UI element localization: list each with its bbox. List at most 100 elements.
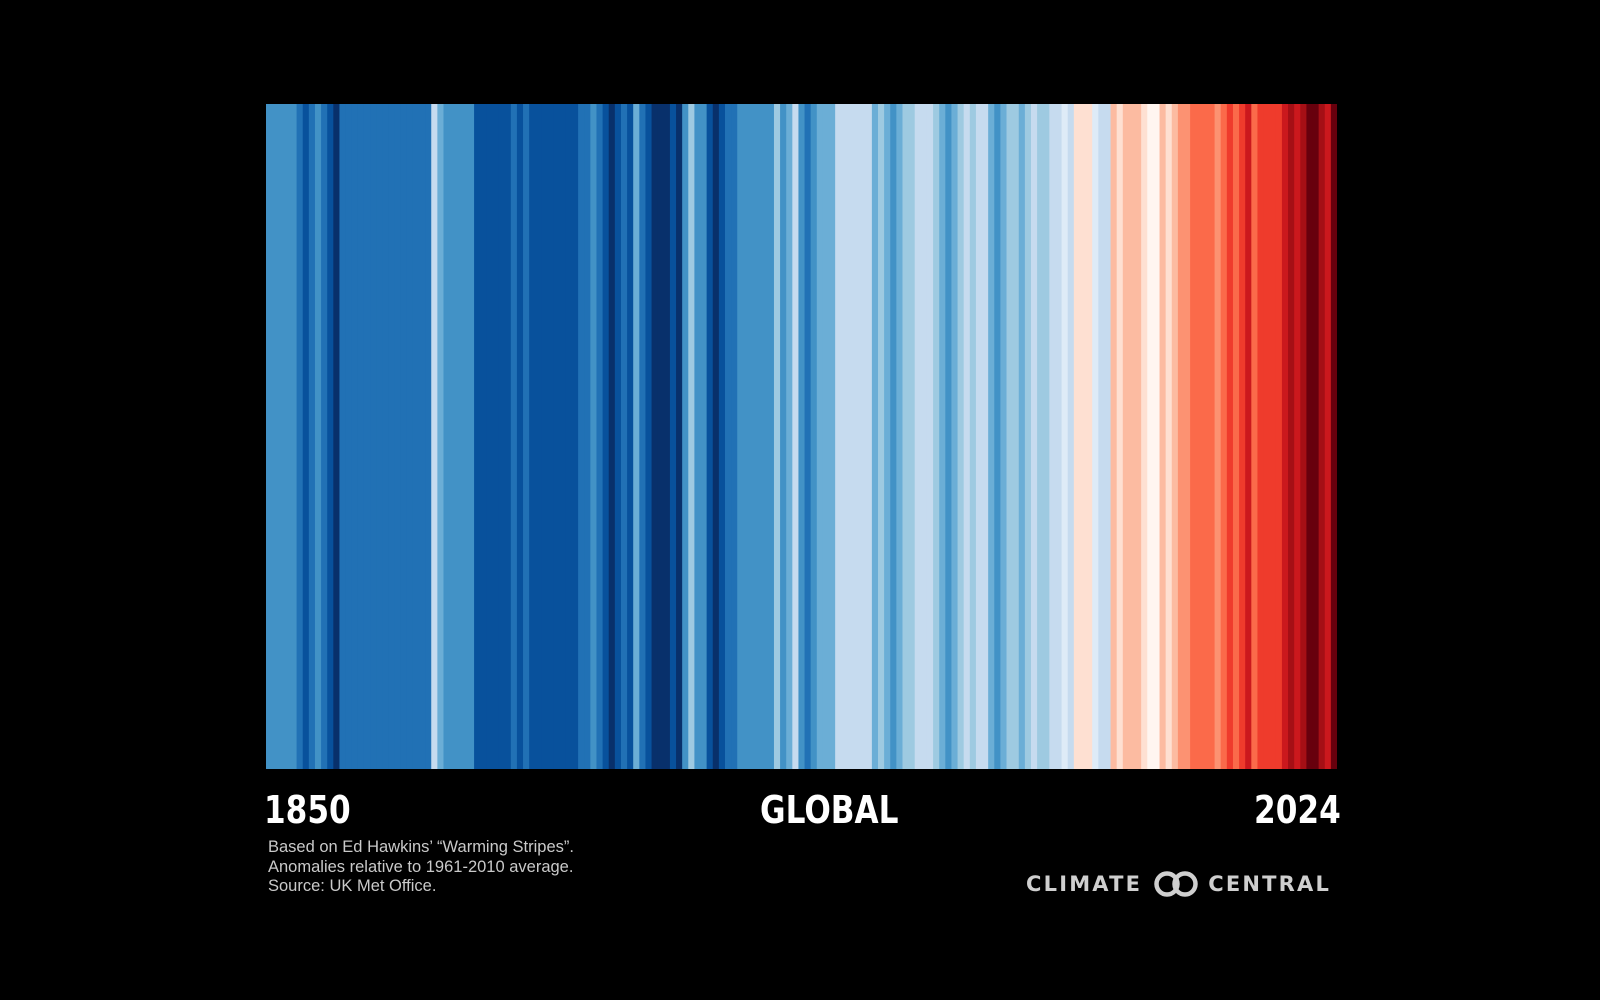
stripe-1960 bbox=[939, 104, 946, 769]
stripe-1943 bbox=[835, 104, 842, 769]
stripe-1859 bbox=[321, 104, 328, 769]
stripe-1924 bbox=[718, 104, 726, 769]
stripe-1918 bbox=[682, 104, 689, 769]
stripe-1963 bbox=[957, 104, 965, 769]
stripe-1907 bbox=[614, 104, 622, 769]
stripe-2019 bbox=[1300, 104, 1307, 769]
stripe-2011 bbox=[1251, 104, 1259, 769]
stripe-1878 bbox=[437, 104, 445, 769]
stripe-1867 bbox=[370, 104, 377, 769]
warming-stripes-chart bbox=[266, 104, 1337, 769]
stripe-1954 bbox=[902, 104, 910, 769]
stripe-1978 bbox=[1049, 104, 1057, 769]
stripe-1986 bbox=[1098, 104, 1106, 769]
stripe-1862 bbox=[339, 104, 347, 769]
stripe-1953 bbox=[896, 104, 904, 769]
stripe-1852 bbox=[278, 104, 285, 769]
stripe-1956 bbox=[914, 104, 922, 769]
stripe-1961 bbox=[945, 104, 953, 769]
credit-line-baseline: Anomalies relative to 1961-2010 average. bbox=[268, 857, 574, 876]
stripe-1901 bbox=[578, 104, 585, 769]
stripe-1938 bbox=[804, 104, 812, 769]
stripe-1992 bbox=[1135, 104, 1142, 769]
stripe-1926 bbox=[731, 104, 738, 769]
stripe-1972 bbox=[1012, 104, 1020, 769]
stripe-2008 bbox=[1232, 104, 1240, 769]
stripe-1868 bbox=[376, 104, 383, 769]
stripe-2004 bbox=[1208, 104, 1216, 769]
stripe-1995 bbox=[1153, 104, 1161, 769]
stripe-1996 bbox=[1159, 104, 1167, 769]
stripe-1981 bbox=[1067, 104, 1075, 769]
end-year-label: 2024 bbox=[1254, 788, 1341, 832]
stripe-1853 bbox=[284, 104, 292, 769]
stripe-1911 bbox=[639, 104, 647, 769]
stripe-1908 bbox=[620, 104, 628, 769]
stripe-1888 bbox=[498, 104, 506, 769]
stripe-2018 bbox=[1294, 104, 1301, 769]
stripe-1968 bbox=[988, 104, 995, 769]
stripe-1988 bbox=[1110, 104, 1118, 769]
stripe-1940 bbox=[816, 104, 824, 769]
stripe-1971 bbox=[1006, 104, 1014, 769]
stripe-2020 bbox=[1306, 104, 1314, 769]
stripe-1946 bbox=[853, 104, 861, 769]
climate-central-logo: CLIMATE CENTRAL bbox=[1026, 868, 1331, 900]
stripe-1884 bbox=[474, 104, 481, 769]
stripe-1882 bbox=[461, 104, 469, 769]
stripe-1909 bbox=[627, 104, 634, 769]
stripe-2003 bbox=[1202, 104, 1210, 769]
stripe-1874 bbox=[412, 104, 420, 769]
stripe-1892 bbox=[523, 104, 530, 769]
stripe-1959 bbox=[933, 104, 940, 769]
stripe-1886 bbox=[486, 104, 494, 769]
stripe-1855 bbox=[296, 104, 304, 769]
stripe-1993 bbox=[1141, 104, 1148, 769]
stripe-1979 bbox=[1055, 104, 1063, 769]
stripe-1930 bbox=[755, 104, 763, 769]
stripe-1955 bbox=[908, 104, 916, 769]
stripe-1857 bbox=[308, 104, 316, 769]
stripe-1917 bbox=[676, 104, 683, 769]
stripe-1904 bbox=[596, 104, 604, 769]
stripe-1879 bbox=[443, 104, 451, 769]
stripe-1928 bbox=[743, 104, 751, 769]
stripe-1883 bbox=[467, 104, 475, 769]
stripe-1984 bbox=[1086, 104, 1093, 769]
stripe-1896 bbox=[547, 104, 555, 769]
stripe-1850 bbox=[266, 104, 273, 769]
stripe-2012 bbox=[1257, 104, 1265, 769]
stripe-1944 bbox=[841, 104, 848, 769]
stripe-1865 bbox=[357, 104, 365, 769]
stripe-1887 bbox=[492, 104, 500, 769]
stripe-1947 bbox=[859, 104, 867, 769]
start-year-label: 1850 bbox=[264, 788, 351, 832]
stripe-1923 bbox=[712, 104, 720, 769]
credit-line-attribution: Based on Ed Hawkins’ “Warming Stripes”. bbox=[268, 838, 574, 856]
stripe-1934 bbox=[780, 104, 787, 769]
stripe-1957 bbox=[920, 104, 928, 769]
stripe-1976 bbox=[1037, 104, 1044, 769]
stripe-2016 bbox=[1281, 104, 1289, 769]
stripe-2002 bbox=[1196, 104, 1203, 769]
stripe-1964 bbox=[963, 104, 971, 769]
stripe-1922 bbox=[706, 104, 714, 769]
stripe-1941 bbox=[822, 104, 830, 769]
stripe-1875 bbox=[419, 104, 426, 769]
stripe-1856 bbox=[302, 104, 310, 769]
stripe-1871 bbox=[394, 104, 402, 769]
stripe-2013 bbox=[1263, 104, 1271, 769]
stripe-1935 bbox=[786, 104, 793, 769]
brand-left-word: CLIMATE bbox=[1026, 872, 1143, 896]
credits-text: Based on Ed Hawkins’ “Warming Stripes”. … bbox=[268, 838, 574, 897]
stripe-1936 bbox=[792, 104, 800, 769]
stripe-1932 bbox=[767, 104, 775, 769]
stripe-2000 bbox=[1184, 104, 1191, 769]
stripe-1920 bbox=[694, 104, 702, 769]
stripe-1914 bbox=[657, 104, 665, 769]
stripe-1991 bbox=[1128, 104, 1136, 769]
stripe-1967 bbox=[982, 104, 989, 769]
stripe-1889 bbox=[504, 104, 512, 769]
stripe-1969 bbox=[994, 104, 1001, 769]
stripe-1974 bbox=[1024, 104, 1032, 769]
